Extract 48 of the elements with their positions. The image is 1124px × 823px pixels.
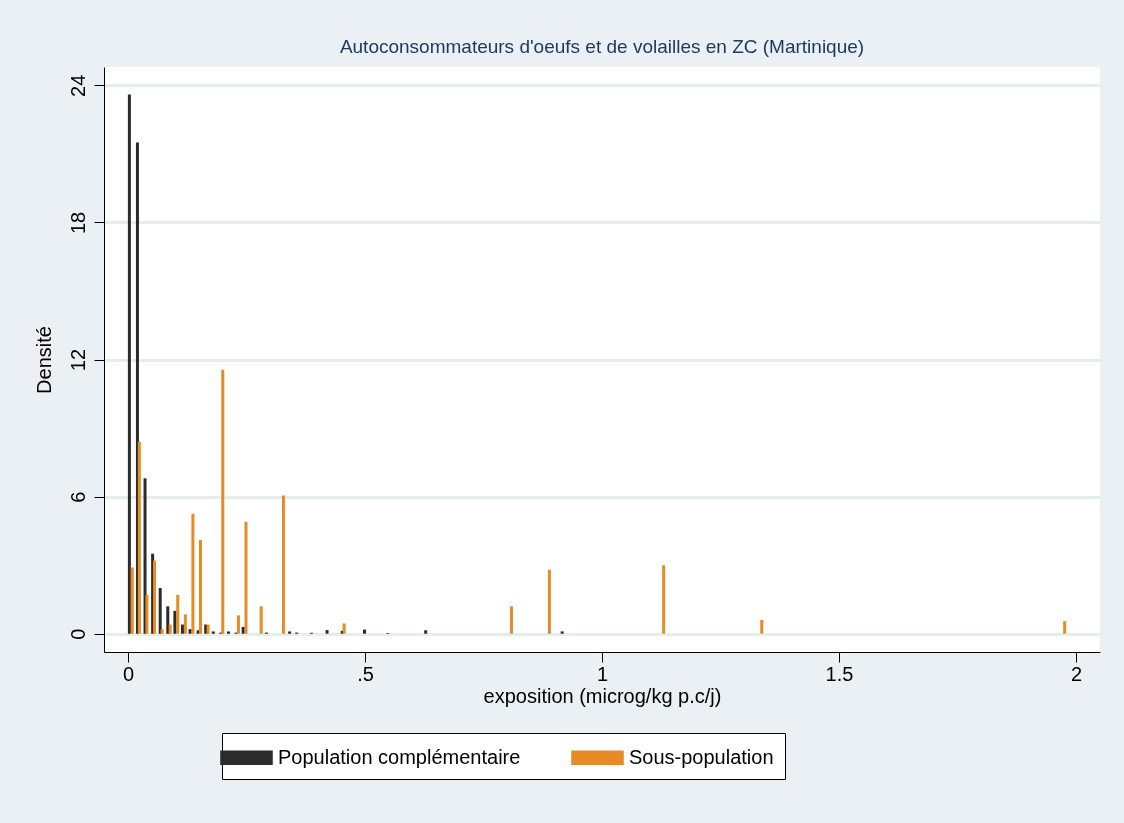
x-tick-label: 1	[596, 662, 609, 685]
bar	[180, 624, 184, 634]
bar	[166, 606, 170, 634]
bar	[127, 94, 131, 634]
y-tick-label: 12	[66, 348, 89, 372]
x-tick-label: 1.5	[825, 662, 854, 685]
legend-label: Sous-population	[629, 745, 774, 768]
x-tick-label: 2	[1070, 662, 1083, 685]
y-axis-title: Densité	[32, 326, 55, 394]
x-tick-label: .5	[357, 662, 374, 685]
bar	[288, 631, 292, 634]
bar	[198, 540, 202, 634]
bar	[160, 629, 164, 634]
bar	[137, 441, 141, 634]
bar	[236, 615, 240, 634]
bar	[226, 631, 230, 634]
bar	[547, 569, 551, 634]
bar	[424, 630, 428, 634]
bar	[760, 620, 764, 634]
bar	[560, 631, 564, 634]
bar	[281, 495, 285, 634]
x-axis-title: exposition (microg/kg p.c/j)	[483, 684, 722, 707]
bar	[1063, 621, 1067, 634]
chart-title: Autoconsommateurs d'oeufs et de volailles en ZC (Martinique)	[339, 36, 865, 57]
bar	[244, 521, 248, 634]
bar	[325, 630, 329, 634]
bar	[342, 623, 346, 634]
bar	[211, 631, 215, 634]
x-tick-label: 0	[122, 662, 135, 685]
bar	[662, 565, 666, 634]
y-tick-label: 24	[66, 74, 89, 97]
bar	[259, 606, 263, 634]
bar	[145, 594, 149, 634]
bar	[168, 624, 172, 634]
bar	[153, 560, 157, 634]
bar	[221, 369, 225, 634]
bar	[363, 629, 367, 634]
bar	[183, 614, 187, 634]
y-tick-label: 0	[66, 628, 89, 640]
y-tick-label: 6	[66, 491, 89, 503]
y-tick-label: 18	[66, 211, 89, 235]
bar	[158, 588, 162, 634]
bar	[191, 513, 195, 634]
legend-label: Population complémentaire	[278, 745, 521, 768]
bar	[130, 567, 134, 634]
bar	[176, 594, 180, 634]
bar	[509, 606, 513, 634]
bar	[173, 610, 177, 634]
